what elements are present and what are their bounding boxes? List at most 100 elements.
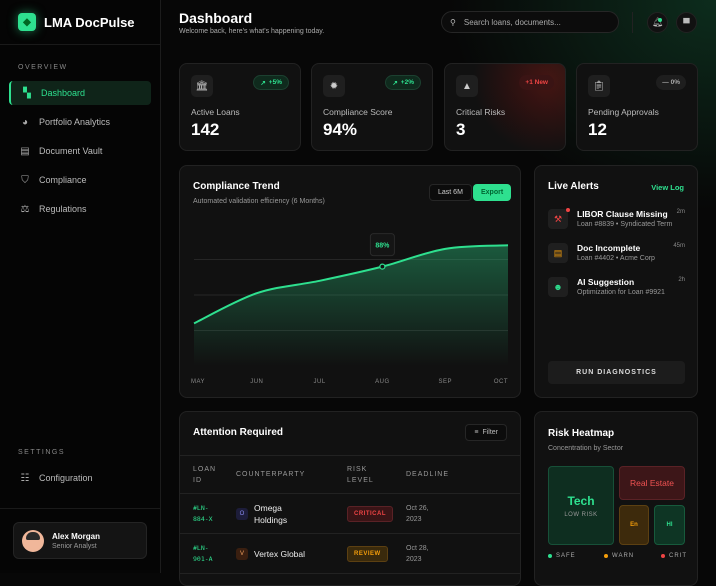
document-icon: ▤ — [548, 243, 568, 263]
alert-time: 2h — [678, 277, 685, 283]
bank-icon: 🏛︎ — [191, 75, 213, 97]
sidebar-item-label: Configuration — [39, 473, 93, 483]
attention-required-card: Attention Required ≡ Filter LOAN ID COUNTE… — [179, 411, 521, 586]
compliance-trend-card: Compliance Trend Automated validation ef… — [179, 165, 521, 398]
risk-heatmap-card: Risk Heatmap Concentration by Sector Tec… — [534, 411, 698, 586]
stat-value: 12 — [588, 120, 607, 139]
legend-label: CRIT — [669, 553, 687, 559]
column-label: LOAN ID — [193, 465, 217, 484]
page-subtitle: Welcome back, here's what's happening to… — [179, 28, 325, 35]
stat-card: ▲ +1 New Critical Risks 3 — [444, 63, 566, 151]
crit-dot — [661, 554, 665, 558]
sidebar-item-portfolio-analytics[interactable]: ◕ Portfolio Analytics — [9, 110, 151, 134]
data-point — [379, 263, 386, 270]
cell-label: Real Estate — [630, 478, 674, 488]
sidebar-item-label: Portfolio Analytics — [39, 117, 111, 127]
column-label: DEADLINE — [406, 471, 450, 478]
notifications-button[interactable]: 🔔︎ — [647, 12, 668, 33]
stat-card: ✹ ↗ +2% Compliance Score 94% — [311, 63, 433, 151]
badge-text: — 0% — [662, 79, 680, 86]
badge-text: +1 New — [525, 79, 548, 86]
alert-title: Doc Incomplete — [577, 243, 641, 253]
card-title: Attention Required — [193, 427, 283, 438]
heatmap-cell-real-estate[interactable]: Real Estate — [619, 466, 685, 500]
alert-subtitle: Loan #4402 • Acme Corp — [577, 255, 655, 262]
more-actions-button[interactable]: ··· — [486, 533, 520, 574]
table-row[interactable]: #LN-884-X O Omega Holdings CRITICAL Oct 2… — [180, 493, 520, 534]
alert-time: 2m — [676, 209, 685, 215]
heatmap-cell-healthcare[interactable]: Hl — [654, 505, 685, 545]
sliders-icon: ☷ — [20, 472, 30, 484]
trend-up-icon: ↗ — [260, 79, 266, 87]
badge-text: +5% — [268, 79, 282, 86]
app-name: LMA DocPulse — [44, 14, 135, 30]
range-select-button[interactable]: Last 6M — [429, 184, 472, 201]
messages-button[interactable]: ▀ — [676, 12, 697, 33]
user-role: Senior Analyst — [52, 542, 97, 550]
alert-item[interactable]: ⚒ LIBOR Clause Missing Loan #8839 • Synd… — [548, 208, 685, 233]
run-diagnostics-button[interactable]: RUN DIAGNOSTICS — [548, 361, 685, 384]
stat-label: Active Loans — [191, 107, 240, 117]
loan-id[interactable]: #LN-884-X — [193, 503, 213, 523]
alert-title: LIBOR Clause Missing — [577, 209, 668, 219]
sidebar-item-document-vault[interactable]: ▤ Document Vault — [9, 139, 151, 163]
x-tick-label: SEP — [438, 379, 452, 385]
cell-label: Hl — [666, 522, 673, 528]
cell-label: En — [630, 522, 638, 528]
deadline: Oct 28, 2023 — [406, 544, 429, 563]
risk-badge: CRITICAL — [347, 505, 393, 522]
alert-item[interactable]: ▤ Doc Incomplete Loan #4402 • Acme Corp … — [548, 243, 685, 267]
x-tick-label: JUN — [250, 379, 263, 385]
gavel-icon: ⚒ — [548, 209, 568, 229]
sidebar-item-compliance[interactable]: ⛉ Compliance — [9, 168, 151, 192]
counterparty-name: Vertex Global — [254, 548, 306, 559]
clipboard-clock-icon: 📋︎ — [588, 75, 610, 97]
heatmap-cell-energy[interactable]: En — [619, 505, 649, 545]
alert-subtitle: Optimization for Loan #9921 — [577, 289, 665, 296]
legend-crit: CRIT — [661, 553, 687, 559]
divider — [632, 12, 633, 33]
attention-table: LOAN ID COUNTERPARTY RISK LEVEL DEADLINE ACT… — [180, 455, 520, 574]
safe-dot — [548, 554, 552, 558]
sidebar-item-regulations[interactable]: ⚖ Regulations — [9, 197, 151, 221]
search-input[interactable] — [463, 17, 604, 27]
filter-label: Filter — [482, 429, 498, 436]
legend-warn: WARN — [604, 553, 634, 559]
card-subtitle: Concentration by Sector — [548, 445, 624, 452]
filter-icon: ≡ — [474, 429, 479, 436]
trend-up-icon: ↗ — [392, 79, 398, 87]
card-title: Compliance Trend — [193, 181, 280, 192]
stat-label: Critical Risks — [456, 107, 506, 117]
sidebar: ◆ LMA DocPulse OVERVIEW ▚ Dashboard ◕ Portf… — [0, 0, 161, 573]
export-button[interactable]: Export — [473, 184, 512, 201]
cell-label: Tech — [567, 493, 595, 508]
area-fill — [194, 245, 508, 366]
heatmap-cell-tech[interactable]: Tech LOW RISK — [548, 466, 614, 545]
alert-subtitle: Loan #8839 • Syndicated Term — [577, 221, 673, 228]
sidebar-item-dashboard[interactable]: ▚ Dashboard — [9, 81, 151, 105]
x-tick-label: AUG — [375, 379, 390, 385]
unread-dot — [566, 208, 570, 212]
chat-icon: ▀ — [683, 17, 690, 28]
view-log-link[interactable]: View Log — [651, 183, 684, 192]
x-tick-label: OCT — [494, 379, 508, 385]
alert-item[interactable]: ☻ AI Suggestion Optimization for Loan #9… — [548, 277, 685, 301]
sidebar-item-configuration[interactable]: ☷ Configuration — [9, 466, 151, 490]
column-label: ACTION — [499, 469, 520, 480]
archive-icon: ▤ — [20, 145, 30, 157]
counterparty-avatar: O — [236, 507, 248, 520]
brand[interactable]: ◆ LMA DocPulse — [0, 0, 160, 45]
deadline: Oct 26, 2023 — [406, 504, 429, 523]
loan-id[interactable]: #LN-901-A — [193, 543, 213, 563]
stat-card: 📋︎ — 0% Pending Approvals 12 — [576, 63, 698, 151]
card-title: Live Alerts — [548, 181, 599, 192]
stat-label: Compliance Score — [323, 107, 393, 117]
avatar — [22, 529, 44, 552]
trend-badge: ↗ +2% — [385, 75, 421, 90]
filter-button[interactable]: ≡ Filter — [465, 424, 507, 441]
trend-badge: — 0% — [656, 75, 686, 90]
more-actions-button[interactable]: ··· — [486, 493, 520, 534]
user-profile[interactable]: Alex Morgan Senior Analyst — [13, 522, 147, 559]
table-row[interactable]: #LN-901-A V Vertex Global REVIEW Oct 28, … — [180, 533, 520, 574]
search-box[interactable]: ⚲ — [441, 11, 619, 33]
